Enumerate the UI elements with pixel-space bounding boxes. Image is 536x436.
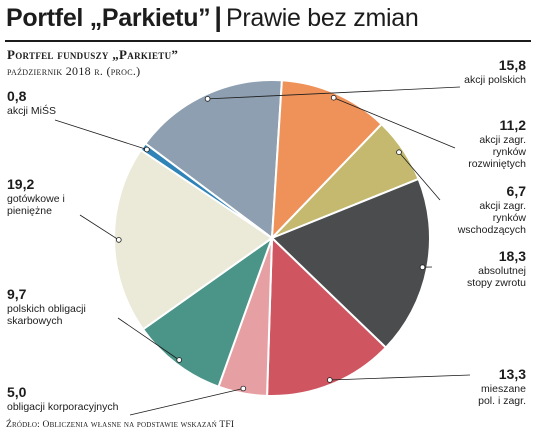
leader-line-mieszane (329, 374, 471, 381)
leader-line-akcji-polskich (207, 86, 461, 100)
label-gotowkowe: 19,2 gotówkowe i pieniężne (7, 176, 69, 217)
leader-dot-obligacji-korporacyjnych (240, 385, 247, 392)
label-absolutnej-stopy-zwrotu: 18,3 absolutnej stopy zwrotu (456, 248, 526, 289)
pie-slice-absolutnej-stopy-zwrotu (270, 177, 432, 350)
text-polskich-obligacji-skarbowych: polskich obligacji skarbowych (7, 303, 86, 327)
label-mieszane: 13,3 mieszane pol. i zagr. (466, 366, 526, 407)
value-akcji-zagr-wschodzacych: 6,7 (506, 183, 526, 199)
text-akcji-miss: akcji MiŚS (7, 105, 57, 117)
header-rule (5, 40, 531, 42)
value-absolutnej-stopy-zwrotu: 18,3 (498, 248, 526, 264)
leader-dot-akcji-miss (144, 146, 150, 153)
leader-dot-akcji-zagr-wschodzacych (396, 149, 402, 156)
pie-slice-akcji-zagr-rozwinietych (270, 79, 384, 241)
main-subtitle: Prawie bez zmian (225, 4, 419, 32)
leader-line-akcji-zagr-rozwinietych (333, 97, 456, 149)
label-akcji-zagr-rozwinietych: 11,2 akcji zagr. rynków rozwiniętych (456, 117, 526, 170)
text-akcji-zagr-wschodzacych: akcji zagr. rynków wschodzących (457, 200, 526, 236)
leader-dot-absolutnej-stopy-zwrotu (419, 264, 426, 271)
leader-dot-akcji-zagr-rozwinietych (330, 94, 337, 101)
text-obligacji-korporacyjnych: obligacji korporacyjnych (7, 401, 119, 413)
label-akcji-miss: 0,8 akcji MiŚS (7, 88, 107, 117)
leader-line-akcji-zagr-wschodzacych (398, 151, 441, 201)
text-gotowkowe: gotówkowe i pieniężne (7, 193, 65, 217)
chart-period: październik 2018 r. (proc.) (7, 64, 141, 78)
title-separator: | (214, 2, 222, 32)
label-akcji-polskich: 15,8 akcji polskich (406, 57, 526, 86)
label-obligacji-korporacyjnych: 5,0 obligacji korporacyjnych (7, 384, 147, 413)
text-mieszane: mieszane pol. i zagr. (478, 383, 526, 407)
pie-slice-akcji-polskich (143, 78, 283, 240)
pie-slice-akcji-miss (139, 142, 273, 239)
leader-line-gotowkowe (79, 214, 120, 241)
leader-line-obligacji-korporacyjnych (129, 388, 244, 416)
value-gotowkowe: 19,2 (7, 176, 35, 192)
leader-dot-polskich-obligacji-skarbowych (176, 357, 183, 363)
text-akcji-polskich: akcji polskich (464, 74, 526, 86)
value-obligacji-korporacyjnych: 5,0 (7, 384, 27, 400)
main-title: Portfel „Parkietu” (6, 4, 211, 32)
leader-dot-akcji-polskich (204, 96, 211, 102)
label-akcji-zagr-wschodzacych: 6,7 akcji zagr. rynków wschodzących (446, 183, 526, 236)
leader-line-akcji-miss (54, 119, 148, 150)
leader-line-polskich-obligacji-skarbowych (117, 317, 180, 361)
leader-dot-gotowkowe (116, 237, 122, 243)
chart-title: Portfel funduszy „Parkietu” (7, 47, 179, 62)
pie-slice-mieszane (266, 235, 388, 397)
value-akcji-zagr-rozwinietych: 11,2 (499, 117, 526, 133)
text-akcji-zagr-rozwinietych: akcji zagr. rynków rozwiniętych (468, 134, 526, 170)
pie-slice-gotowkowe (113, 148, 274, 331)
value-polskich-obligacji-skarbowych: 9,7 (7, 286, 27, 302)
leader-dot-mieszane (326, 377, 333, 383)
text-absolutnej-stopy-zwrotu: absolutnej stopy zwrotu (467, 265, 526, 289)
value-akcji-miss: 0,8 (7, 88, 27, 104)
value-mieszane: 13,3 (498, 366, 526, 382)
label-polskich-obligacji-skarbowych: 9,7 polskich obligacji skarbowych (7, 286, 107, 327)
chart-source: Źródło: Obliczenia własne na podstawie w… (6, 420, 235, 430)
header: Portfel „Parkietu” | Prawie bez zmian (6, 2, 419, 38)
value-akcji-polskich: 15,8 (498, 57, 526, 73)
pie-slice-polskich-obligacji-skarbowych (141, 235, 275, 388)
